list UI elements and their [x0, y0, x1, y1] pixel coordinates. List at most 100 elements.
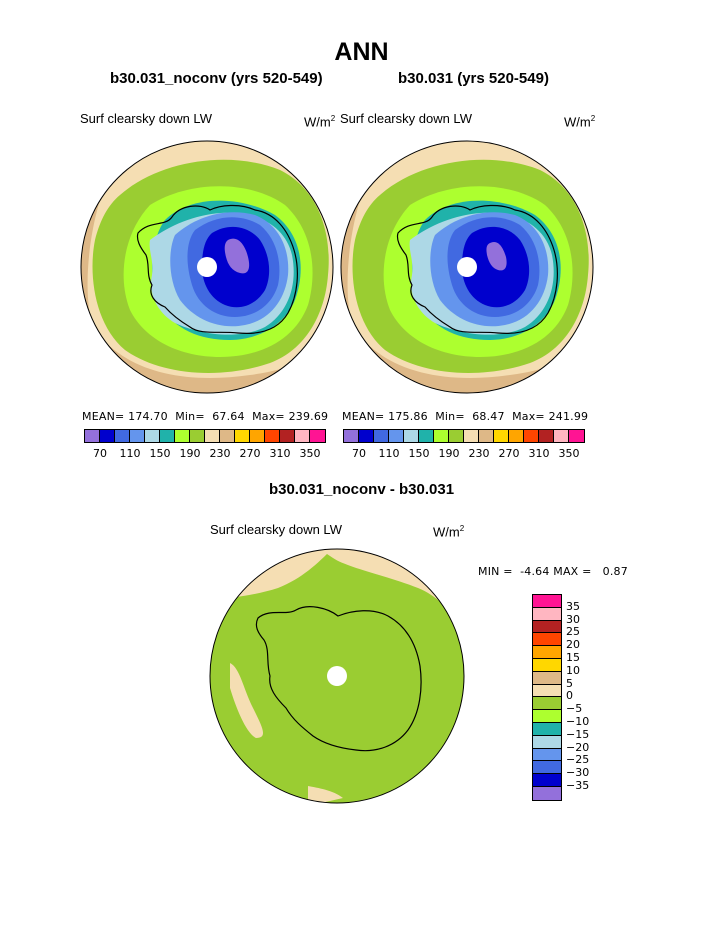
colorbar-swatch	[160, 430, 175, 442]
colorbar-swatch	[220, 430, 235, 442]
colorbar-swatch	[494, 430, 509, 442]
colorbar-swatch	[359, 430, 374, 442]
colorbar-swatch	[85, 430, 100, 442]
colorbar-tick-label: 110	[119, 447, 141, 460]
colorbar-tick-label: 310	[528, 447, 550, 460]
colorbar-swatch	[205, 430, 220, 442]
colorbar-swatch	[265, 430, 280, 442]
colorbar-tick-label: 190	[438, 447, 460, 460]
left-panel-title: b30.031_noconv (yrs 520-549)	[110, 70, 323, 87]
diff-stats: MIN = -4.64 MAX = 0.87	[478, 565, 628, 578]
colorbar-swatch	[374, 430, 389, 442]
diff-colorbar-tick-label: 5	[566, 676, 573, 690]
diff-colorbar-tick-label: −25	[566, 753, 590, 767]
diff-colorbar-swatch	[533, 697, 561, 711]
left-stats: MEAN= 174.70 Min= 67.64 Max= 239.69	[82, 410, 329, 423]
diff-colorbar-swatch	[533, 671, 561, 685]
left-units-label: W/m2	[304, 114, 336, 130]
season-title: ANN	[334, 38, 389, 66]
colorbar-swatch	[464, 430, 479, 442]
diff-colorbar-tick-label: 0	[566, 689, 573, 703]
colorbar-swatch	[250, 430, 265, 442]
diff-colorbar-swatch	[533, 710, 561, 723]
left-colorbar	[84, 429, 326, 443]
colorbar-swatch	[130, 430, 145, 442]
colorbar-swatch	[509, 430, 524, 442]
diff-colorbar-swatch	[533, 658, 561, 672]
colorbar-tick-label: 270	[239, 447, 261, 460]
diff-colorbar-swatch	[533, 786, 561, 800]
colorbar-swatch	[190, 430, 205, 442]
diff-colorbar-tick-label: −5	[566, 702, 583, 716]
diff-units-label: W/m2	[433, 524, 465, 540]
diff-colorbar-swatch	[533, 722, 561, 736]
difference-polar-map	[209, 548, 465, 804]
diff-colorbar-swatch	[533, 774, 561, 787]
colorbar-swatch	[344, 430, 359, 442]
right-polar-map	[340, 140, 594, 394]
left-polar-map	[80, 140, 334, 394]
colorbar-swatch	[449, 430, 464, 442]
colorbar-swatch	[280, 430, 295, 442]
diff-colorbar-swatch	[533, 761, 561, 775]
colorbar-tick-label: 230	[209, 447, 231, 460]
right-variable-label: Surf clearsky down LW	[340, 111, 472, 126]
colorbar-swatch	[389, 430, 404, 442]
diff-colorbar-swatch	[533, 684, 561, 698]
colorbar-swatch	[100, 430, 115, 442]
colorbar-swatch	[569, 430, 584, 442]
diff-colorbar-tick-label: −20	[566, 740, 590, 754]
colorbar-tick-label: 110	[378, 447, 400, 460]
diff-variable-label: Surf clearsky down LW	[210, 522, 342, 537]
diff-colorbar-swatch	[533, 748, 561, 762]
colorbar-tick-label: 230	[468, 447, 490, 460]
colorbar-swatch	[434, 430, 449, 442]
colorbar-swatch	[295, 430, 310, 442]
colorbar-tick-label: 270	[498, 447, 520, 460]
difference-title: b30.031_noconv - b30.031	[268, 481, 455, 498]
left-variable-label: Surf clearsky down LW	[80, 111, 212, 126]
colorbar-swatch	[479, 430, 494, 442]
colorbar-tick-label: 190	[179, 447, 201, 460]
colorbar-swatch	[310, 430, 325, 442]
diff-colorbar-tick-label: −35	[566, 779, 590, 792]
diff-colorbar-tick-label: 25	[566, 625, 580, 639]
diff-colorbar-tick-label: 10	[566, 663, 580, 677]
diff-colorbar-swatch	[533, 633, 561, 647]
diff-colorbar-tick-label: −15	[566, 727, 590, 741]
diff-colorbar-swatch	[533, 735, 561, 749]
right-panel-title: b30.031 (yrs 520-549)	[398, 70, 549, 87]
diff-colorbar-tick-label: −30	[566, 766, 590, 780]
right-units-label: W/m2	[564, 114, 596, 130]
diff-colorbar-swatch	[533, 646, 561, 659]
right-stats: MEAN= 175.86 Min= 68.47 Max= 241.99	[342, 410, 589, 423]
colorbar-tick-label: 70	[93, 447, 107, 460]
colorbar-swatch	[419, 430, 434, 442]
colorbar-swatch	[175, 430, 190, 442]
right-colorbar	[343, 429, 585, 443]
colorbar-tick-label: 350	[558, 447, 580, 460]
colorbar-swatch	[554, 430, 569, 442]
diff-colorbar-swatch	[533, 620, 561, 634]
left-colorbar-labels: 70 110 150 190 230 270 310 350	[84, 447, 330, 461]
colorbar-swatch	[404, 430, 419, 442]
colorbar-swatch	[539, 430, 554, 442]
colorbar-tick-label: 310	[269, 447, 291, 460]
diff-colorbar-swatch	[533, 595, 561, 608]
diff-colorbar-tick-label: 35	[566, 599, 580, 613]
colorbar-swatch	[145, 430, 160, 442]
colorbar-tick-label: 70	[352, 447, 366, 460]
diff-colorbar-tick-label: 15	[566, 651, 580, 664]
colorbar-tick-label: 150	[149, 447, 171, 460]
right-colorbar-labels: 70 110 150 190 230 270 310 350	[343, 447, 589, 461]
diff-colorbar-swatch	[533, 607, 561, 621]
diff-colorbar-tick-label: 20	[566, 638, 580, 652]
colorbar-tick-label: 350	[299, 447, 321, 460]
colorbar-tick-label: 150	[408, 447, 430, 460]
diff-colorbar-labels: 35 30 25 20 15 10 5 0 −5 −10 −15 −20 −25 −30 −35	[566, 594, 606, 800]
diff-colorbar-tick-label: −10	[566, 715, 590, 728]
colorbar-swatch	[235, 430, 250, 442]
colorbar-swatch	[115, 430, 130, 442]
diff-colorbar	[532, 594, 562, 801]
colorbar-swatch	[524, 430, 539, 442]
